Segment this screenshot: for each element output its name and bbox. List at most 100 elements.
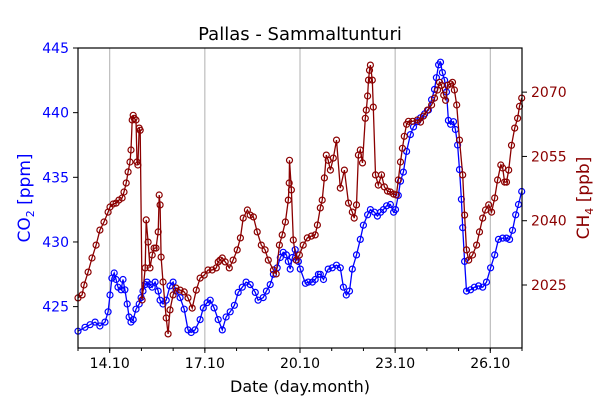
data-point-ch4 bbox=[146, 264, 154, 272]
data-point-co2 bbox=[169, 278, 177, 286]
data-point-ch4 bbox=[364, 76, 373, 84]
data-point-co2 bbox=[180, 305, 188, 313]
data-point-co2 bbox=[359, 221, 367, 229]
data-point-ch4 bbox=[233, 246, 241, 254]
data-point-ch4 bbox=[303, 234, 311, 242]
data-point-ch4 bbox=[180, 288, 188, 296]
data-point-co2 bbox=[436, 58, 445, 66]
data-point-co2 bbox=[296, 265, 304, 273]
data-point-co2 bbox=[479, 283, 487, 291]
data-point-co2 bbox=[123, 300, 131, 308]
data-point-ch4 bbox=[132, 116, 140, 124]
data-point-co2 bbox=[316, 270, 324, 278]
y-axis-left-label: CO2 [ppm] bbox=[15, 153, 37, 242]
data-point-co2 bbox=[470, 283, 478, 291]
data-point-ch4 bbox=[285, 179, 293, 187]
data-point-co2 bbox=[345, 287, 354, 295]
data-point-co2 bbox=[383, 202, 391, 210]
data-point-ch4 bbox=[144, 238, 152, 246]
data-point-ch4 bbox=[398, 144, 406, 152]
data-point-ch4 bbox=[184, 294, 192, 302]
data-point-co2 bbox=[218, 326, 226, 334]
data-point-co2 bbox=[499, 234, 507, 242]
y-left-tick-label: 425 bbox=[42, 300, 69, 316]
x-tick-label: 26.10 bbox=[470, 356, 510, 372]
data-point-ch4 bbox=[96, 226, 104, 234]
data-point-co2 bbox=[444, 116, 452, 125]
data-point-ch4 bbox=[287, 186, 295, 194]
data-point-ch4 bbox=[134, 161, 142, 169]
data-point-ch4 bbox=[430, 94, 439, 102]
data-point-co2 bbox=[482, 278, 491, 286]
data-point-ch4 bbox=[377, 171, 386, 179]
data-point-ch4 bbox=[459, 171, 467, 179]
data-point-ch4 bbox=[214, 258, 222, 266]
data-point-ch4 bbox=[257, 241, 265, 249]
data-point-co2 bbox=[104, 308, 112, 316]
data-point-co2 bbox=[491, 251, 499, 259]
data-point-ch4 bbox=[188, 304, 196, 312]
data-point-ch4 bbox=[369, 103, 377, 111]
data-point-co2 bbox=[196, 316, 204, 324]
data-point-ch4 bbox=[204, 266, 212, 274]
data-point-co2 bbox=[110, 269, 118, 277]
data-point-co2 bbox=[132, 305, 140, 313]
data-point-ch4 bbox=[326, 166, 334, 174]
data-point-ch4 bbox=[229, 256, 237, 264]
data-point-co2 bbox=[339, 283, 347, 291]
data-point-ch4 bbox=[442, 96, 450, 104]
data-point-co2 bbox=[246, 281, 254, 289]
data-point-ch4 bbox=[264, 256, 272, 264]
data-point-co2 bbox=[112, 275, 120, 284]
data-point-co2 bbox=[462, 287, 471, 295]
y-left-tick-label: 445 bbox=[42, 41, 69, 57]
data-point-co2 bbox=[449, 118, 458, 126]
data-point-ch4 bbox=[200, 271, 208, 279]
data-point-ch4 bbox=[416, 118, 425, 126]
data-point-ch4 bbox=[164, 330, 172, 338]
data-point-ch4 bbox=[278, 231, 286, 239]
data-point-ch4 bbox=[475, 228, 484, 236]
data-point-co2 bbox=[251, 288, 259, 296]
data-point-ch4 bbox=[361, 114, 369, 122]
x-tick-label: 20.10 bbox=[280, 356, 320, 372]
data-point-co2 bbox=[475, 282, 483, 290]
data-point-co2 bbox=[494, 235, 503, 243]
data-point-ch4 bbox=[313, 221, 321, 229]
data-point-co2 bbox=[206, 296, 214, 304]
data-point-co2 bbox=[238, 283, 246, 291]
data-point-co2 bbox=[262, 287, 270, 295]
data-point-ch4 bbox=[329, 154, 337, 162]
data-point-co2 bbox=[230, 301, 238, 309]
data-point-ch4 bbox=[192, 286, 200, 294]
data-point-ch4 bbox=[394, 176, 402, 184]
data-point-co2 bbox=[348, 265, 356, 273]
data-point-ch4 bbox=[281, 218, 289, 226]
data-point-ch4 bbox=[428, 101, 436, 109]
data-point-ch4 bbox=[272, 270, 280, 278]
data-point-ch4 bbox=[400, 132, 408, 140]
y-right-label-unit: [ppb] bbox=[574, 157, 594, 208]
data-point-ch4 bbox=[126, 158, 134, 166]
data-point-co2 bbox=[336, 264, 344, 272]
x-tick-label: 17.10 bbox=[185, 356, 225, 372]
data-point-ch4 bbox=[465, 256, 473, 264]
data-point-ch4 bbox=[473, 241, 481, 249]
data-point-co2 bbox=[487, 264, 495, 272]
data-point-ch4 bbox=[84, 268, 92, 276]
data-point-co2 bbox=[284, 257, 292, 265]
y-right-tick-label: 2025 bbox=[531, 278, 567, 294]
y-left-tick-label: 435 bbox=[42, 170, 69, 186]
data-point-ch4 bbox=[166, 306, 174, 314]
data-point-co2 bbox=[154, 287, 162, 295]
data-point-co2 bbox=[176, 294, 184, 302]
y-right-label-main: CH bbox=[574, 215, 594, 240]
data-point-ch4 bbox=[159, 278, 167, 286]
data-point-ch4 bbox=[292, 256, 300, 264]
data-point-ch4 bbox=[78, 291, 86, 299]
data-point-ch4 bbox=[156, 201, 164, 209]
data-point-co2 bbox=[117, 286, 125, 294]
data-point-ch4 bbox=[299, 241, 307, 249]
data-point-ch4 bbox=[332, 136, 341, 144]
y-left-label-main: CO bbox=[15, 217, 35, 242]
